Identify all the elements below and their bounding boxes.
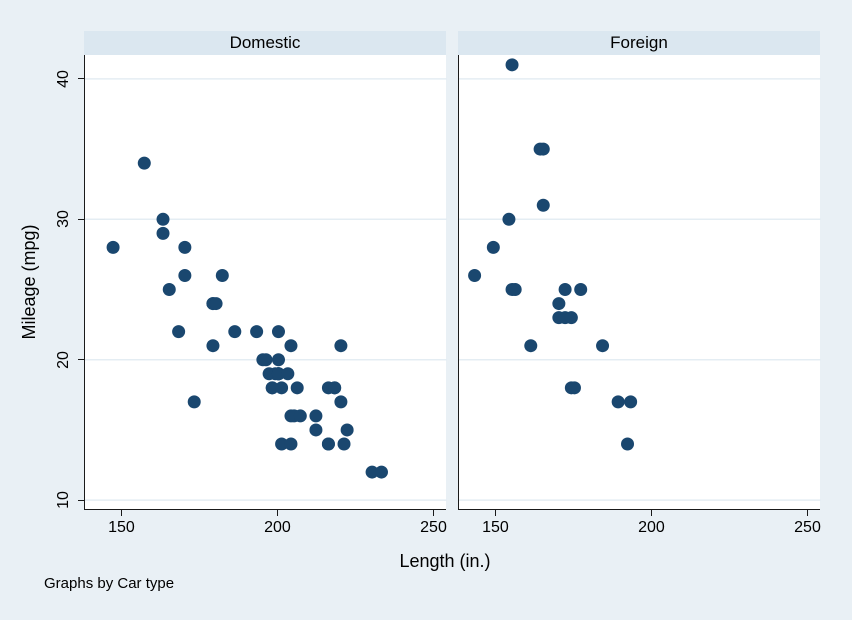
data-point (334, 339, 348, 353)
data-point (524, 339, 538, 353)
data-point (486, 240, 500, 254)
data-point (621, 437, 635, 451)
data-point (293, 409, 307, 423)
data-point (156, 226, 170, 240)
data-point (284, 339, 298, 353)
data-point (250, 325, 264, 339)
panel-header-domestic: Domestic (84, 31, 446, 55)
panel-header-foreign: Foreign (458, 31, 820, 55)
panel-foreign: Foreign (458, 31, 821, 510)
x-tick-label: 250 (420, 519, 447, 536)
data-point (178, 268, 192, 282)
data-point (468, 268, 482, 282)
data-point (172, 325, 186, 339)
data-point (275, 437, 289, 451)
data-point (290, 381, 304, 395)
data-point (328, 381, 342, 395)
data-point (209, 297, 223, 311)
x-tick-mark (276, 510, 278, 516)
data-point (624, 395, 638, 409)
data-point (321, 437, 335, 451)
y-tick-label: 10 (55, 491, 72, 510)
data-point (337, 437, 351, 451)
panel-title-foreign: Foreign (610, 33, 668, 52)
data-point (334, 395, 348, 409)
data-point (536, 142, 550, 156)
data-point (271, 367, 285, 381)
panel-domestic: Domestic (84, 31, 447, 510)
data-point (178, 240, 192, 254)
data-point (275, 381, 289, 395)
data-point (265, 381, 279, 395)
y-tick-label: 40 (55, 69, 72, 88)
x-tick-mark (650, 510, 652, 516)
x-tick-label: 150 (108, 519, 135, 536)
y-tick-mark (78, 499, 84, 501)
x-axis-title: Length (in.) (399, 551, 491, 571)
data-point (374, 465, 388, 479)
x-tick-mark (807, 510, 809, 516)
y-tick-mark (78, 78, 84, 80)
x-tick-label: 200 (638, 519, 665, 536)
data-point (567, 381, 581, 395)
data-point (281, 367, 295, 381)
scatter-svg (459, 58, 821, 501)
data-point (536, 198, 550, 212)
plot-area-foreign (458, 55, 821, 510)
x-tick-mark (494, 510, 496, 516)
data-point (340, 423, 354, 437)
data-point (137, 156, 151, 170)
data-point (596, 339, 610, 353)
panel-title-domestic: Domestic (229, 33, 301, 52)
data-point (505, 58, 519, 72)
data-point (271, 353, 285, 367)
y-tick-label: 30 (55, 210, 72, 229)
x-tick-mark (433, 510, 435, 516)
data-point (558, 283, 572, 297)
data-point (284, 437, 298, 451)
by-graph-note: Graphs by Car type (44, 575, 175, 592)
data-point (187, 395, 201, 409)
data-point (502, 212, 516, 226)
scatter-svg (85, 78, 447, 501)
plot-area-domestic (84, 55, 447, 510)
y-axis-title: Mileage (mpg) (19, 224, 39, 340)
data-point (564, 311, 578, 325)
x-tick-label: 250 (794, 519, 821, 536)
data-point (162, 283, 176, 297)
data-point (309, 423, 323, 437)
y-tick-label: 20 (55, 350, 72, 369)
data-point (552, 297, 566, 311)
data-point (309, 409, 323, 423)
data-point (611, 395, 625, 409)
data-point (271, 325, 285, 339)
data-point (228, 325, 242, 339)
y-tick-mark (78, 218, 84, 220)
data-point (574, 283, 588, 297)
x-tick-mark (120, 510, 122, 516)
data-point (259, 353, 273, 367)
data-point (508, 283, 522, 297)
x-tick-label: 200 (264, 519, 291, 536)
data-point (206, 339, 220, 353)
data-point (156, 212, 170, 226)
data-point (106, 240, 120, 254)
data-point (215, 268, 229, 282)
y-tick-mark (78, 359, 84, 361)
x-tick-label: 150 (482, 519, 509, 536)
data-point (365, 465, 379, 479)
